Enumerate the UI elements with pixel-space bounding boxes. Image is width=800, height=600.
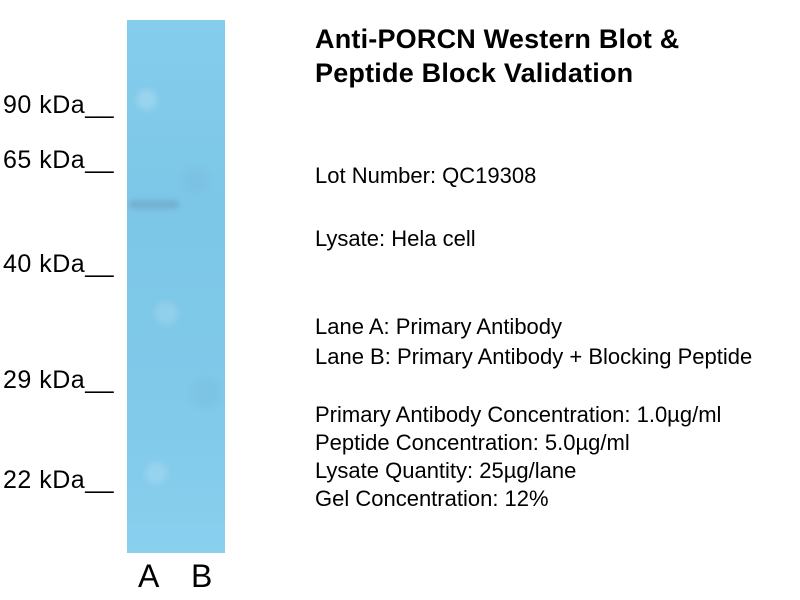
- peptide-concentration-text: Peptide Concentration: 5.0µg/ml: [315, 430, 630, 455]
- figure-title: Anti-PORCN Western Blot & Peptide Block …: [315, 24, 680, 88]
- mw-marker-29kda: 29 kDa__: [3, 366, 115, 394]
- primary-antibody-concentration-text: Primary Antibody Concentration: 1.0µg/ml: [315, 402, 722, 427]
- mw-marker-40kda: 40 kDa__: [3, 250, 115, 278]
- faint-band-lane-a: [129, 200, 179, 209]
- lysate-quantity-text: Lysate Quantity: 25µg/lane: [315, 458, 577, 483]
- gel-concentration-text: Gel Concentration: 12%: [315, 486, 549, 511]
- mw-marker-65kda: 65 kDa__: [3, 146, 115, 174]
- lot-number-text: Lot Number: QC19308: [315, 163, 537, 188]
- lysate-text: Lysate: Hela cell: [315, 226, 476, 251]
- mw-marker-90kda: 90 kDa__: [3, 91, 115, 119]
- lane-label-a: A: [138, 558, 160, 594]
- lane-descriptions: Lane A: Primary Antibody Lane B: Primary…: [315, 312, 752, 372]
- experiment-conditions: Primary Antibody Concentration: 1.0µg/ml…: [315, 401, 721, 513]
- mw-marker-22kda: 22 kDa__: [3, 466, 115, 494]
- blot-strip-image: [127, 20, 225, 553]
- lane-b-description: Lane B: Primary Antibody + Blocking Pept…: [315, 344, 753, 369]
- lane-label-b: B: [191, 558, 213, 594]
- lane-a-description: Lane A: Primary Antibody: [315, 314, 563, 339]
